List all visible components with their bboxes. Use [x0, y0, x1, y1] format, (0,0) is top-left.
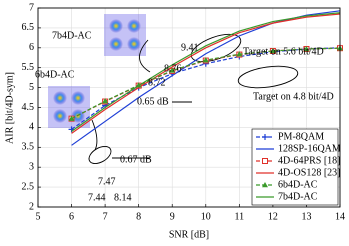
point: [303, 45, 310, 52]
legend-box: [251, 128, 339, 206]
annotation: 7b4D-AC: [52, 30, 92, 41]
y-tick-label: 5.5: [22, 62, 35, 73]
x-tick-label: 8: [136, 211, 141, 222]
annotation-shapes: [88, 33, 299, 164]
x-tick-label: 11: [235, 211, 245, 222]
legend-label: 7b4D-AC: [278, 191, 318, 202]
x-tick-label: 5: [36, 211, 41, 222]
plot: [68, 10, 343, 146]
x-tick-label: 10: [201, 211, 211, 222]
series: [71, 12, 341, 132]
legend-label: 4D-OS128 [23]: [278, 167, 341, 178]
annotation: 8.14: [114, 192, 132, 203]
x-tick-label: 9: [170, 211, 175, 222]
x-tick-label: 12: [268, 211, 278, 222]
annotation: 0.65 dB: [137, 96, 169, 107]
y-tick-label: 4.5: [22, 102, 35, 113]
y-tick-label: 2.5: [22, 181, 35, 192]
legend-marker: [262, 134, 268, 140]
series: [68, 45, 343, 121]
point: [236, 51, 243, 57]
constellation-6b: [48, 86, 90, 128]
constellation-7b: [104, 14, 146, 56]
y-tick-label: 6: [29, 42, 34, 53]
y-tick-label: 5: [29, 82, 34, 93]
y-tick-label: 6.5: [22, 22, 35, 33]
y-tick-label: 2: [29, 201, 34, 212]
x-tick-label: 13: [301, 211, 311, 222]
annotation: 8.72: [148, 77, 166, 88]
y-tick-label: 4: [29, 122, 34, 133]
legend-marker: [262, 158, 268, 164]
annotation: Target on 4.8 bit/4D: [253, 91, 334, 102]
series: [71, 13, 341, 134]
x-tick-label: 7: [103, 211, 108, 222]
annotation: 6b4D-AC: [35, 69, 75, 80]
point: [68, 115, 75, 121]
annotation: 0.67 dB: [120, 154, 152, 165]
annotation: 8.76: [164, 63, 182, 74]
point: [269, 47, 276, 54]
point: [202, 57, 209, 63]
legend-label: 6b4D-AC: [278, 179, 318, 190]
annotation: 7.44: [88, 192, 106, 203]
point: [102, 98, 109, 104]
series-line: [71, 12, 341, 132]
legend-label: 4D-64PRS [18]: [278, 155, 341, 166]
annotation: Target on 5.6 bit/4D: [243, 46, 324, 57]
legend-marker: [262, 182, 268, 188]
x-tick-label: 6: [69, 211, 74, 222]
x-axis-title: SNR [dB]: [169, 229, 209, 240]
annotation: 9.41: [181, 42, 199, 53]
point: [169, 67, 176, 73]
x-tick-label: 14: [335, 211, 345, 222]
legend-label: 128SP-16QAM: [278, 143, 341, 154]
y-axis-title: AIR [bit/4D-sym]: [4, 72, 15, 144]
annotation: 7.47: [98, 176, 116, 187]
y-tick-label: 7: [29, 2, 34, 13]
y-tick-label: 3.5: [22, 142, 35, 153]
y-tick-label: 3: [29, 161, 34, 172]
series-line: [71, 13, 341, 134]
legend-label: PM-8QAM: [278, 131, 324, 142]
